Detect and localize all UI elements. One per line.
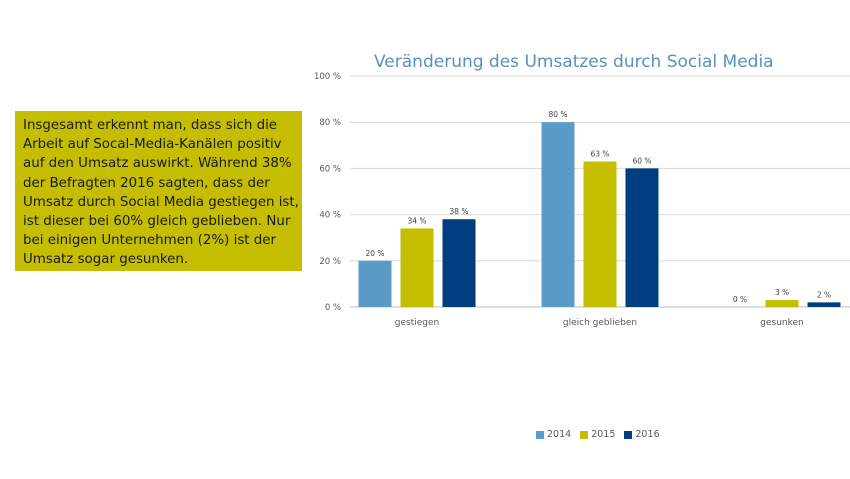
summary-line: Insgesamt erkennt man, dass sich die — [23, 118, 278, 133]
y-tick-label: 20 % — [319, 257, 341, 267]
data-label: 60 % — [632, 156, 651, 165]
data-label: 80 % — [548, 110, 567, 119]
x-category-label: gleich geblieben — [563, 318, 637, 328]
legend-swatch — [624, 430, 633, 439]
summary-line: Umsatz durch Social Media gestiegen ist, — [23, 194, 299, 210]
y-tick-label: 40 % — [319, 211, 341, 221]
legend-label: 2016 — [635, 429, 660, 440]
bar-2016-gesunken — [807, 302, 841, 307]
summary-line: Umsatz sogar gesunken. — [23, 252, 189, 268]
y-tick-label: 0 % — [325, 303, 341, 313]
y-tick-label: 60 % — [319, 164, 341, 174]
data-label: 38 % — [449, 207, 468, 216]
x-category-label: gesunken — [760, 318, 803, 328]
legend-item: 2015 — [580, 429, 615, 440]
x-category-label: gestiegen — [395, 318, 439, 328]
summary-line: der Befragten 2016 sagten, dass der — [23, 175, 270, 191]
legend-item: 2014 — [536, 429, 571, 440]
legend-swatch — [580, 430, 589, 439]
summary-line: Arbeit auf Socal-Media-Kanälen positiv — [23, 137, 282, 153]
summary-line: bei einigen Unternehmen (2%) ist der — [23, 233, 277, 249]
legend-item: 2016 — [624, 429, 660, 440]
data-label: 2 % — [817, 290, 831, 299]
bar-2015-gleich-geblieben — [583, 161, 617, 307]
legend-label: 2014 — [547, 429, 572, 440]
chart-title: Veränderung des Umsatzes durch Social Me… — [374, 52, 774, 72]
data-label: 3 % — [775, 288, 789, 297]
bar-2015-gesunken — [765, 300, 799, 307]
y-tick-label: 80 % — [319, 118, 341, 128]
bar-2014-gleich-geblieben — [541, 122, 575, 307]
data-label: 20 % — [365, 249, 384, 258]
bar-2016-gleich-geblieben — [625, 168, 659, 307]
y-tick-label: 100 % — [314, 72, 341, 82]
legend-label: 2015 — [591, 429, 616, 440]
bar-2014-gestiegen — [358, 260, 392, 307]
summary-line: ist dieser bei 60% gleich geblieben. Nur — [23, 214, 291, 230]
data-label: 63 % — [590, 149, 609, 158]
chart-legend: 2014 2015 2016 — [536, 429, 660, 440]
bar-2016-gestiegen — [442, 219, 476, 307]
legend-swatch — [536, 430, 544, 439]
summary-textbox: Insgesamt erkennt man, dass sich die Arb… — [15, 111, 302, 271]
summary-line: auf den Umsatz auswirkt. Während 38% — [23, 156, 292, 172]
data-label: 0 % — [733, 295, 747, 304]
data-label: 34 % — [407, 216, 426, 225]
bar-2015-gestiegen — [400, 228, 434, 307]
